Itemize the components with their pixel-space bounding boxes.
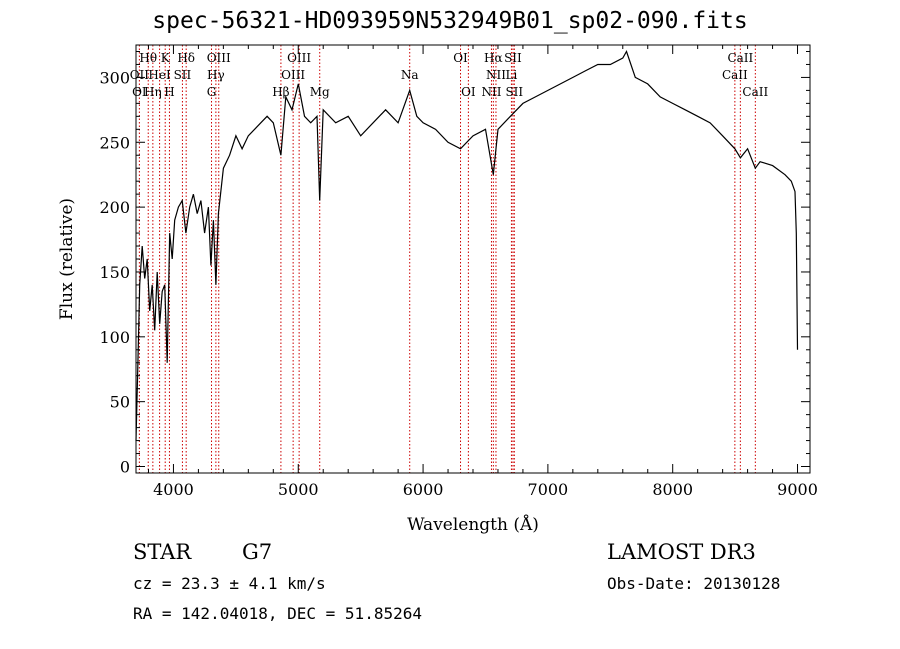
spectral-line-label: CaII xyxy=(722,68,748,82)
spectral-line-label: Hβ xyxy=(272,85,289,99)
spectral-line-label: SII xyxy=(174,68,192,82)
object-class: STAR xyxy=(133,540,192,564)
coordinates: RA = 142.04018, DEC = 51.85264 xyxy=(133,604,422,623)
y-tick-label: 150 xyxy=(99,263,130,282)
spectral-line-label: G xyxy=(207,85,217,99)
y-tick-label: 50 xyxy=(110,393,130,412)
y-tick-label: 0 xyxy=(120,458,130,477)
spectral-line-label: NII xyxy=(481,85,501,99)
spectral-line-label: CaII xyxy=(742,85,768,99)
spectral-line-label: NII xyxy=(486,68,506,82)
spectral-line-label: OI xyxy=(453,51,468,65)
spectral-line-label: Hη xyxy=(144,85,162,99)
spectral-line-label: OII xyxy=(130,68,150,82)
y-tick-label: 200 xyxy=(99,198,130,217)
spectral-line-label: OIII xyxy=(207,51,231,65)
obs-date: Obs-Date: 20130128 xyxy=(607,574,781,593)
chart-title: spec-56321-HD093959N532949B01_sp02-090.f… xyxy=(152,8,748,34)
spectral-line-label: Hα xyxy=(484,51,503,65)
y-tick-label: 250 xyxy=(99,133,130,152)
object-subclass: G7 xyxy=(242,540,273,564)
y-tick-label: 100 xyxy=(99,328,130,347)
spectral-line-label: OI xyxy=(132,85,147,99)
spectral-line-label: Na xyxy=(401,68,419,82)
spectral-line-label: HeI xyxy=(148,68,171,82)
spectral-line-label: Li xyxy=(506,68,518,82)
spectral-line-label: OIII xyxy=(281,68,305,82)
x-tick-label: 6000 xyxy=(403,480,444,499)
x-tick-label: 5000 xyxy=(278,480,319,499)
spectral-line-label: H xyxy=(164,85,174,99)
spectral-line-label: Hγ xyxy=(207,68,225,82)
survey-name: LAMOST DR3 xyxy=(607,540,756,564)
x-tick-label: 7000 xyxy=(528,480,569,499)
x-tick-label: 4000 xyxy=(153,480,194,499)
spectral-line-label: CaII xyxy=(727,51,753,65)
spectral-line-label: SII xyxy=(504,51,522,65)
redshift-info: cz = 23.3 ± 4.1 km/s xyxy=(133,574,326,593)
spectral-line-label: SII xyxy=(505,85,523,99)
y-tick-label: 300 xyxy=(99,68,130,87)
spectrum-line xyxy=(135,50,799,441)
plot-frame xyxy=(135,44,811,474)
spectral-line-label: Hδ xyxy=(177,51,195,65)
spectral-line-label: OI xyxy=(461,85,476,99)
spectral-line-label: K xyxy=(161,51,171,65)
x-tick-label: 9000 xyxy=(777,480,818,499)
spectral-line-label: OIII xyxy=(287,51,311,65)
x-axis-label: Wavelength (Å) xyxy=(407,514,539,535)
spectral-line-label: Mg xyxy=(310,85,330,99)
spectral-line-label: Hθ xyxy=(139,51,157,65)
y-axis-label: Flux (relative) xyxy=(57,198,77,320)
x-tick-label: 8000 xyxy=(652,480,693,499)
